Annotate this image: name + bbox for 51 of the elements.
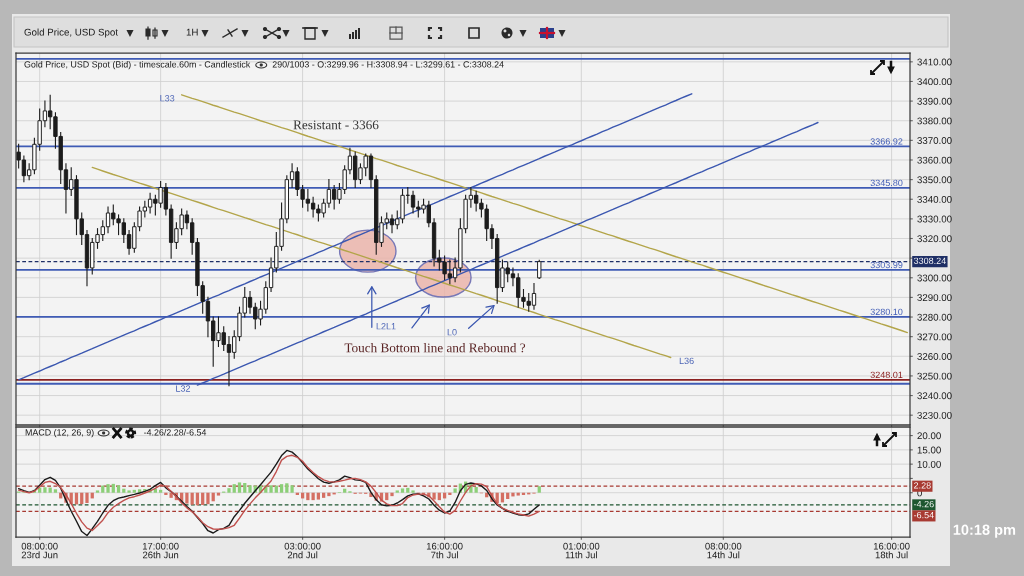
x-tick-label: 16:00:00 7th Jul — [426, 542, 463, 559]
y-tick-label: 15.00 — [917, 446, 941, 454]
x-tick-label: 17:00:00 26th Jun — [142, 542, 179, 559]
ref-line-label: 3366.92 — [870, 138, 903, 145]
ref-line-label: -6.54 — [913, 511, 934, 519]
ref-line-label: -4.26 — [913, 500, 934, 508]
text: Gold Price, USD Spot — [24, 28, 118, 38]
y-tick-label: 3370.00 — [917, 137, 952, 144]
y-tick-label: 20.00 — [917, 432, 941, 440]
y-tick-label: 3240.00 — [917, 392, 952, 400]
chart-subtitle: -4.26/2.28/-6.54 — [144, 429, 207, 436]
ref-line-label: 3280.10 — [870, 308, 903, 316]
y-tick-label: 3390.00 — [917, 97, 952, 105]
series-label: L33 — [160, 95, 175, 102]
annotation: L2L1 — [376, 323, 396, 330]
y-tick-label: 3350.00 — [917, 176, 952, 184]
x-tick-label: 16:00:00 18th Jul — [873, 542, 910, 559]
x-tick-label: 01:00:00 11th Jul — [563, 542, 600, 559]
y-tick-label: 10.00 — [917, 460, 941, 468]
x-tick-label: 08:00:00 23rd Jun — [21, 542, 58, 559]
y-tick-label: 3380.00 — [917, 117, 952, 125]
y-tick-label: 3290.00 — [917, 294, 952, 302]
ref-line-label: 2.28 — [914, 482, 931, 489]
series-label: L36 — [679, 357, 694, 365]
y-tick-label: 3250.00 — [917, 372, 952, 380]
x-tick-label: 08:00:00 14th Jul — [705, 542, 742, 559]
y-tick-label: 3280.00 — [917, 313, 952, 321]
y-tick-label: 3230.00 — [917, 411, 952, 419]
text: 10:18 pm — [953, 524, 1016, 538]
y-tick-label: 3260.00 — [917, 353, 952, 360]
y-tick-label: 3400.00 — [917, 78, 952, 86]
series-label: L32 — [176, 385, 191, 392]
ref-line-label: 3308.24 — [913, 257, 946, 265]
y-tick-label: 3300.00 — [917, 274, 952, 282]
y-tick-label: 3270.00 — [917, 333, 952, 341]
y-tick-label: 3330.00 — [917, 215, 952, 223]
text: 1H — [186, 28, 198, 36]
ref-line-label: 3345.80 — [870, 179, 903, 187]
y-tick-label: 3340.00 — [917, 195, 952, 203]
ref-line-label: 3303.99 — [870, 261, 903, 269]
x-tick-label: 03:00:00 2nd Jul — [284, 542, 321, 559]
y-tick-label: 3320.00 — [917, 235, 952, 243]
y-tick-label: 3360.00 — [917, 156, 952, 164]
annotation: L0 — [447, 329, 457, 336]
annotation: Resistant - 3366 — [293, 120, 379, 130]
annotation: Touch Bottom line and Rebound ? — [344, 343, 526, 353]
text: Gold Price, USD Spot (Bid) - timescale.60m - Candlestick — [24, 61, 251, 70]
text: 290/1003 - O:3299.96 - H:3308.94 - L:3299.61 - C:3308.24 — [272, 61, 504, 68]
ref-line-label: 3248.01 — [870, 371, 903, 379]
chart-title: MACD (12, 26, 9) — [25, 429, 94, 438]
y-tick-label: 3410.00 — [917, 58, 952, 66]
